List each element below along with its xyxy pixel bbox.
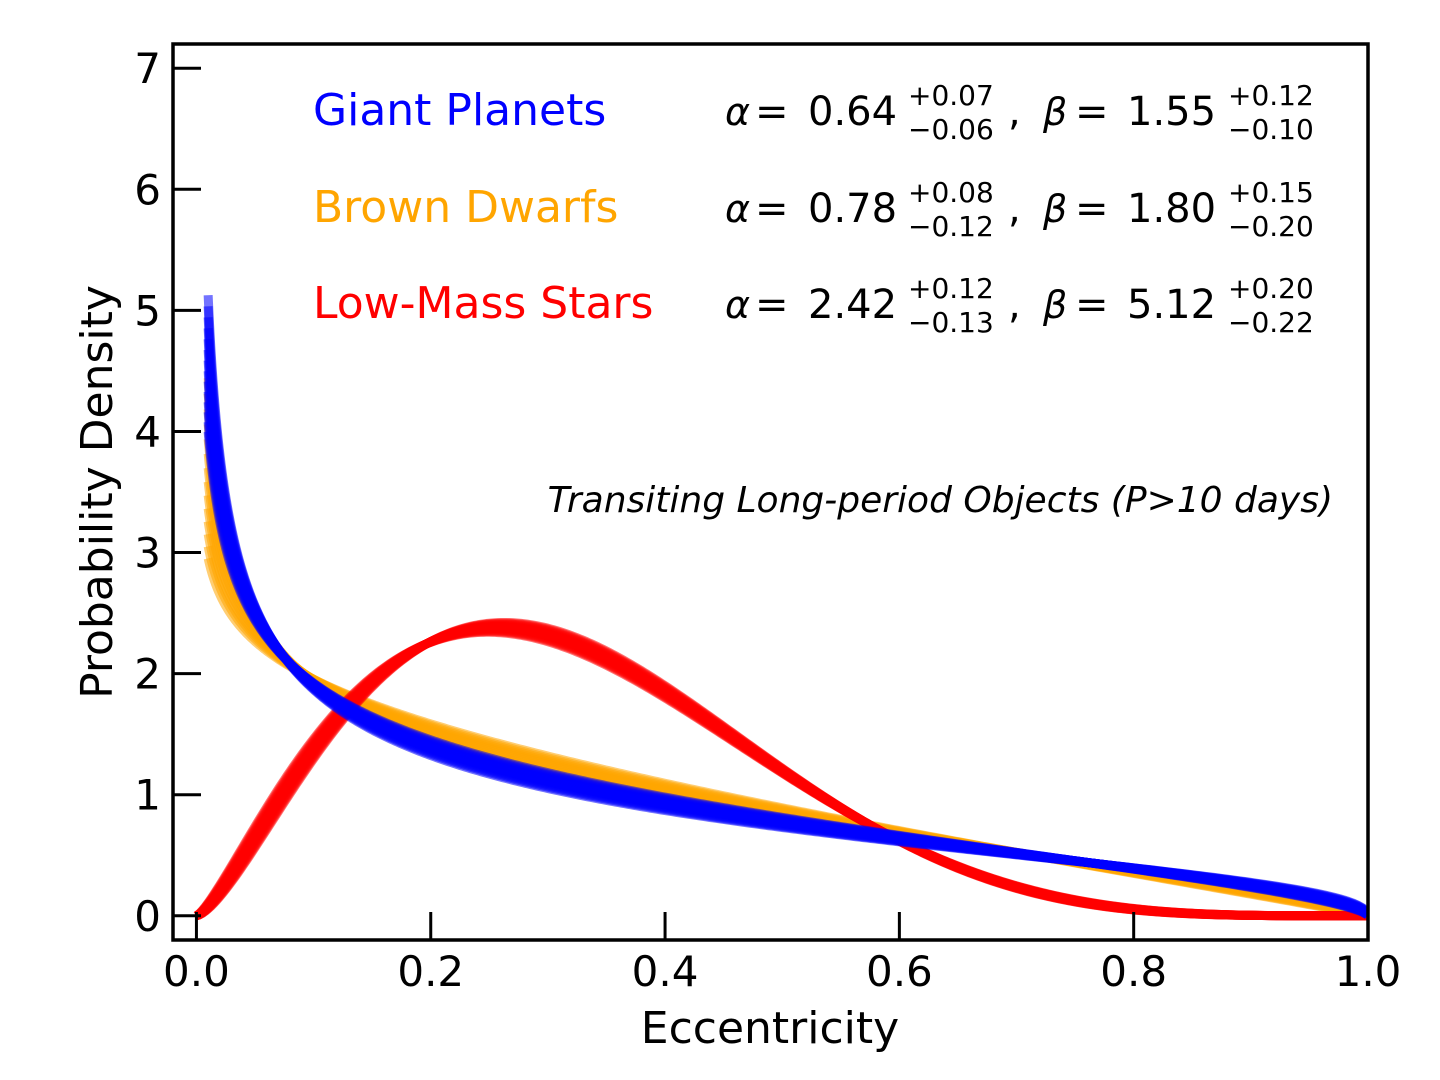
alpha-minus-error: −0.13: [908, 306, 994, 339]
axes-frame: [171, 42, 1370, 942]
beta-minus-error: −0.10: [1228, 113, 1314, 146]
alpha-equals: =: [755, 89, 789, 135]
x-tick-label: 0.8: [1100, 947, 1167, 996]
alpha-plus-error: +0.12: [908, 272, 994, 305]
band-low-mass-stars: [193, 617, 1368, 921]
y-tick-label: 5: [134, 286, 161, 335]
x-tick-label: 0.6: [866, 947, 933, 996]
y-tick-label: 7: [134, 44, 161, 93]
x-tick-label: 0.4: [632, 947, 699, 996]
legend-entry: Giant Planets α = 0.64 +0.07−0.06, β = 1.55 +0.1…: [313, 79, 1314, 146]
x-tick-label: 1.0: [1335, 947, 1402, 996]
y-axis-ticks: 0 1 2 3 4 5 6 7: [134, 44, 201, 941]
alpha-symbol: α: [725, 283, 750, 327]
alpha-equals: =: [755, 282, 789, 328]
alpha-equals: =: [755, 186, 789, 232]
posterior-bands: [193, 292, 1368, 921]
separator-comma: ,: [1008, 89, 1021, 135]
y-tick-label: 1: [134, 771, 161, 820]
legend-entry: Low-Mass Stars α = 2.42 +0.12−0.13, β = 5.12 +0.…: [313, 272, 1314, 339]
x-axis-ticks: 0.0 0.2 0.4 0.6 0.8 1.0: [163, 912, 1401, 996]
separator-comma: ,: [1008, 282, 1021, 328]
separator-comma: ,: [1008, 186, 1021, 232]
beta-equals: =: [1075, 282, 1109, 328]
annotation-text: Transiting Long-period Objects (P>10 day…: [548, 480, 1333, 521]
legend-series-name: Brown Dwarfs: [313, 182, 618, 233]
beta-plus-error: +0.12: [1228, 79, 1314, 112]
beta-plus-error: +0.15: [1228, 176, 1314, 209]
alpha-symbol: α: [725, 90, 750, 134]
beta-value: 5.12: [1127, 282, 1216, 328]
y-tick-label: 6: [134, 165, 161, 214]
y-tick-label: 0: [134, 892, 161, 941]
beta-plus-error: +0.20: [1228, 272, 1314, 305]
y-tick-label: 4: [134, 407, 161, 456]
band-giant-planets: [203, 292, 1368, 920]
y-tick-label: 3: [134, 529, 161, 578]
alpha-plus-error: +0.07: [908, 79, 994, 112]
alpha-value: 2.42: [808, 282, 897, 328]
beta-symbol: β: [1042, 283, 1067, 327]
beta-symbol: β: [1042, 187, 1067, 231]
legend: Giant Planets α = 0.64 +0.07−0.06, β = 1.55 +0.1…: [313, 79, 1314, 339]
posterior-curve: [203, 428, 1368, 920]
x-tick-label: 0.2: [397, 947, 464, 996]
alpha-minus-error: −0.12: [908, 210, 994, 243]
beta-minus-error: −0.20: [1228, 210, 1314, 243]
y-tick-label: 2: [134, 650, 161, 699]
beta-value: 1.80: [1127, 186, 1216, 232]
alpha-minus-error: −0.06: [908, 113, 994, 146]
beta-minus-error: −0.22: [1228, 306, 1314, 339]
alpha-plus-error: +0.08: [908, 176, 994, 209]
y-axis-label: Probability Density: [72, 285, 123, 699]
beta-value: 1.55: [1127, 89, 1216, 135]
alpha-symbol: α: [725, 187, 750, 231]
alpha-value: 0.64: [808, 89, 897, 135]
beta-symbol: β: [1042, 90, 1067, 134]
legend-series-name: Low-Mass Stars: [313, 278, 653, 329]
legend-entry: Brown Dwarfs α = 0.78 +0.08−0.12, β = 1.80 +0.15…: [313, 176, 1314, 243]
beta-equals: =: [1075, 186, 1109, 232]
x-axis-label: Eccentricity: [641, 1003, 899, 1054]
x-tick-label: 0.0: [163, 947, 230, 996]
posterior-curve: [194, 617, 1368, 921]
beta-equals: =: [1075, 89, 1109, 135]
alpha-value: 0.78: [808, 186, 897, 232]
legend-series-name: Giant Planets: [313, 85, 606, 136]
